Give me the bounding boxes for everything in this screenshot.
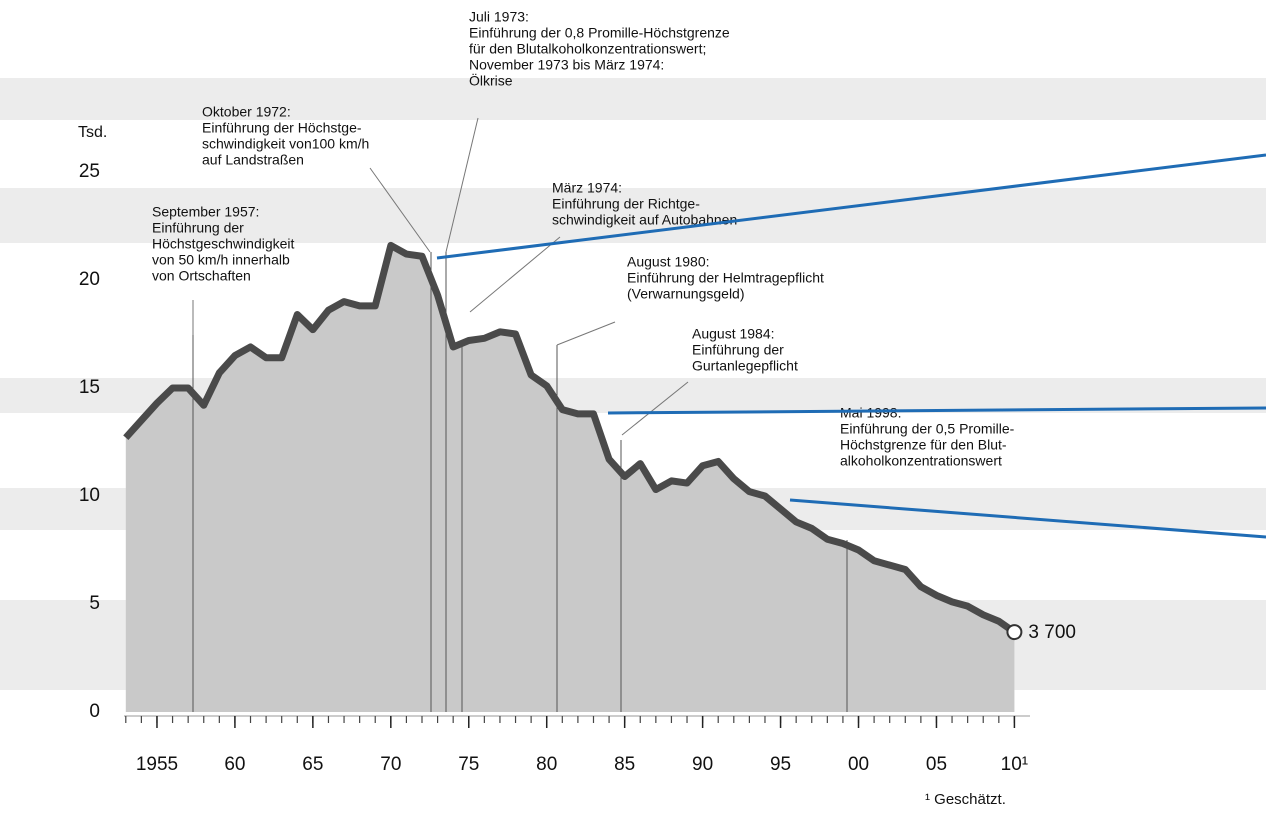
annotation-text: von 50 km/h innerhalb: [152, 252, 290, 268]
annotation-leader: [445, 117, 479, 253]
y-tick-label: 15: [79, 377, 100, 398]
x-tick-label: 85: [614, 754, 635, 775]
annotation-text: von Ortschaften: [152, 268, 251, 284]
annotation-text: August 1984:: [692, 326, 775, 342]
annotation-text: Einführung der: [152, 220, 244, 236]
x-tick-label: 65: [302, 754, 323, 775]
annotation-text: Einführung der Helmtragepflicht: [627, 270, 824, 286]
area-fill: [125, 245, 1015, 712]
y-tick-label: 5: [89, 593, 100, 614]
annotation-text: schwindigkeit auf Autobahnen: [552, 212, 737, 228]
annotation-text: Mai 1998:: [840, 405, 901, 421]
line: [123, 241, 1017, 635]
annotation-text: März 1974:: [552, 180, 622, 196]
annotation-text: Juli 1973:: [469, 9, 529, 25]
x-tick-label: 70: [380, 754, 401, 775]
annotation-text: Einführung der 0,5 Promille-: [840, 421, 1015, 437]
x-tick-label: 1955: [136, 754, 178, 775]
annotation-leader: [556, 321, 616, 346]
annotation-leader: [469, 236, 561, 313]
unit-label: Tsd.: [78, 124, 107, 141]
x-tick-label: 00: [848, 754, 869, 775]
annotation-text: (Verwarnungsgeld): [627, 286, 745, 302]
annotation-text: August 1980:: [627, 254, 710, 270]
end-marker: [1006, 624, 1023, 641]
annotation-text: Oktober 1972:: [202, 104, 291, 120]
annotation-text: Ölkrise: [469, 72, 513, 89]
annotation-leader: [369, 167, 431, 253]
x-tick-label: 60: [224, 754, 245, 775]
x-tick-label: 05: [926, 754, 947, 775]
annotation-text: Höchstgrenze für den Blut-: [840, 437, 1007, 453]
annotation-text: Einführung der Höchstge-: [202, 120, 362, 136]
y-tick-label: 20: [79, 269, 100, 290]
annotation-text: Einführung der Richtge-: [552, 196, 700, 212]
value-label: 3 700: [1028, 622, 1076, 643]
annotation-text: Einführung der: [692, 342, 784, 358]
overlay-lines: [436, 153, 1266, 539]
annotation-text: für den Blutalkoholkonzentrationswert;: [469, 41, 706, 57]
annotation-leader: [621, 381, 689, 436]
x-tick-label: 80: [536, 754, 557, 775]
annotation-text: Gurtanlegepflicht: [692, 358, 798, 374]
y-tick-label: 0: [89, 701, 100, 722]
x-tick-label: 90: [692, 754, 713, 775]
y-tick-label: 25: [79, 161, 100, 182]
annotation-text: November 1973 bis März 1974:: [469, 57, 664, 73]
annotation-text: Höchstgeschwindigkeit: [152, 236, 295, 252]
annotation-text: Einführung der 0,8 Promille-Höchstgrenze: [469, 25, 730, 41]
x-tick-label: 75: [458, 754, 479, 775]
annotation-text: auf Landstraßen: [202, 152, 304, 168]
annotation-text: schwindigkeit von100 km/h: [202, 136, 369, 152]
annotation-text: alkoholkonzentrationswert: [840, 453, 1002, 469]
y-tick-label: 10: [79, 485, 100, 506]
footnote: ¹ Geschätzt.: [925, 791, 1006, 808]
x-tick-label: 10¹: [1001, 754, 1028, 775]
x-tick-label: 95: [770, 754, 791, 775]
annotation-text: September 1957:: [152, 204, 259, 220]
